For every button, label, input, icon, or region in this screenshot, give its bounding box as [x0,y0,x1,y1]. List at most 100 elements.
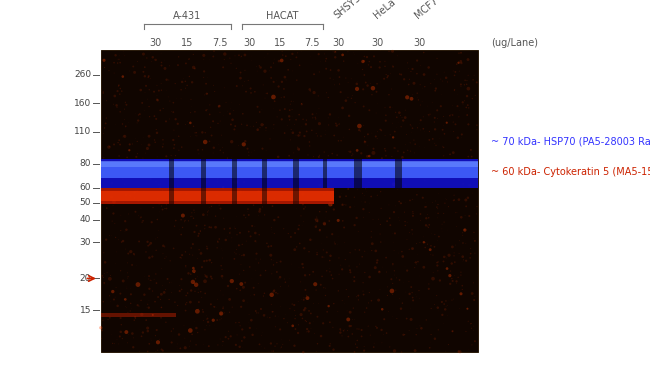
Point [156,60,166,66]
Point [169,127,179,133]
Point [360,139,370,145]
Point [179,323,189,329]
Point [415,63,426,69]
Point [424,281,434,287]
Point [244,311,254,317]
Point [276,167,286,173]
Point [385,71,396,77]
Point [349,51,359,57]
Point [431,209,441,215]
Point [260,68,270,74]
Point [315,227,325,233]
Point [426,230,436,236]
Point [185,338,196,344]
Point [144,114,155,120]
Point [428,269,438,275]
Point [180,249,190,255]
Point [124,169,135,175]
Point [324,348,334,354]
Point [182,82,192,88]
Point [451,280,462,286]
Point [443,204,454,210]
Point [352,147,362,153]
Point [97,327,107,333]
Point [473,177,483,183]
Bar [201,159,206,188]
Point [335,327,346,333]
Point [122,260,133,266]
Point [112,337,122,343]
Point [448,119,458,125]
Point [377,155,387,161]
Point [371,89,382,95]
Point [406,96,417,102]
Point [353,292,363,298]
Text: ~ 60 kDa- Cytokeratin 5 (MA5-15347 Mouse / IgG1)-625nm: ~ 60 kDa- Cytokeratin 5 (MA5-15347 Mouse… [491,167,650,176]
Point [136,311,147,317]
Point [363,323,373,329]
Point [316,333,326,339]
Point [163,189,174,195]
Point [176,232,187,238]
Point [426,243,436,249]
Point [124,147,135,153]
Point [404,291,415,297]
Point [442,303,452,308]
Point [387,288,397,294]
Point [460,227,470,233]
Point [347,93,358,98]
Point [246,149,257,155]
Point [229,107,239,113]
Bar [101,188,335,204]
Point [119,133,129,139]
Point [472,122,482,128]
Point [387,280,398,286]
Point [396,249,407,255]
Point [292,198,302,204]
Point [325,253,335,259]
Point [280,279,291,285]
Point [114,137,124,143]
Point [359,269,370,275]
Point [425,170,436,176]
Point [113,140,124,145]
Point [411,241,422,247]
Point [199,68,209,74]
Point [270,324,281,330]
Point [313,93,324,99]
Point [140,108,150,114]
Point [205,257,215,263]
Point [245,292,255,298]
Point [385,106,396,112]
Point [183,122,194,128]
Point [294,146,304,152]
Point [138,56,148,62]
Point [200,226,210,232]
Point [292,50,303,56]
Point [180,335,190,341]
Point [220,334,231,340]
Point [101,312,112,318]
Point [270,313,281,319]
Text: 160: 160 [73,99,91,108]
Point [138,51,149,57]
Point [310,216,320,222]
Point [166,328,177,334]
Point [196,187,206,193]
Point [334,271,345,277]
Point [432,260,442,266]
Point [279,226,289,232]
Point [285,234,296,240]
Point [122,285,132,291]
Point [123,251,133,257]
Point [433,190,443,196]
Point [129,251,139,257]
Point [387,154,397,160]
Point [277,79,287,85]
Point [456,83,466,89]
Point [183,290,193,296]
Point [443,161,454,167]
Point [463,154,473,160]
Point [269,288,280,294]
Point [289,150,299,156]
